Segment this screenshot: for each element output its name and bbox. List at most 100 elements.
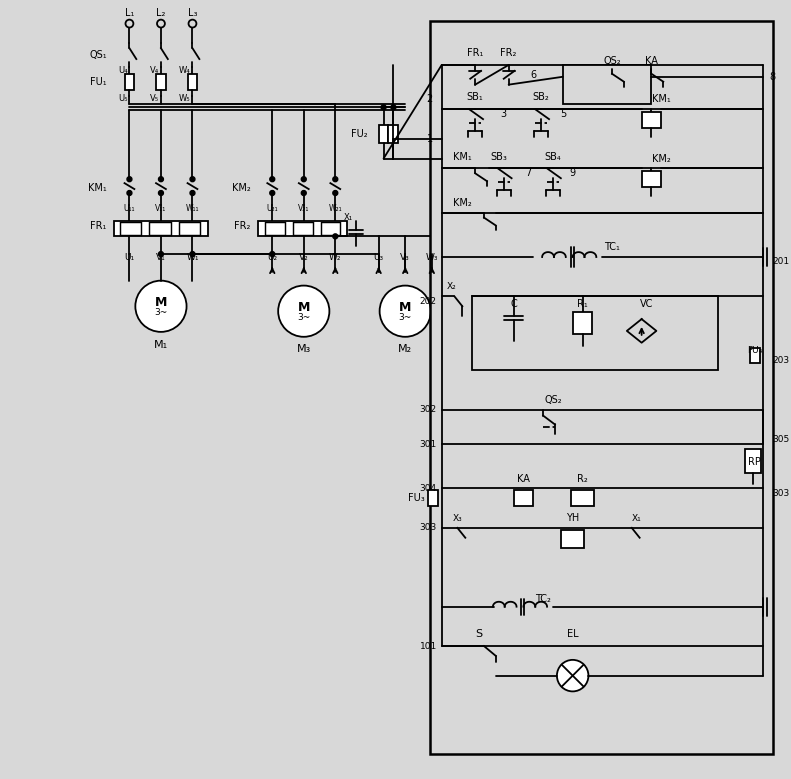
Text: R₁: R₁ [577, 299, 588, 309]
Circle shape [127, 191, 132, 196]
Text: TC₂: TC₂ [536, 594, 551, 604]
Bar [114, 220, 208, 236]
Text: M: M [297, 301, 310, 314]
Text: W₁₁: W₁₁ [186, 204, 199, 213]
Text: U₂: U₂ [267, 252, 278, 262]
Circle shape [158, 252, 164, 256]
Bar [428, 491, 437, 506]
Bar [472, 297, 718, 370]
Text: SB₁: SB₁ [467, 93, 483, 103]
Circle shape [190, 177, 195, 182]
Text: 304: 304 [419, 484, 437, 493]
Text: 3~: 3~ [399, 312, 412, 322]
Text: 6: 6 [530, 70, 536, 79]
Circle shape [557, 660, 589, 692]
Circle shape [127, 177, 132, 182]
Circle shape [380, 286, 431, 337]
Circle shape [270, 177, 274, 182]
Text: QS₂: QS₂ [544, 395, 562, 405]
Text: M₂: M₂ [398, 344, 412, 354]
Text: L₁: L₁ [125, 8, 134, 18]
Text: 1: 1 [426, 134, 433, 144]
Text: X₂: X₂ [447, 282, 456, 291]
Text: SB₃: SB₃ [490, 152, 507, 161]
Text: 305: 305 [773, 435, 790, 444]
Circle shape [301, 177, 306, 182]
Text: V₂: V₂ [299, 252, 308, 262]
Text: 303: 303 [773, 489, 790, 498]
Text: KM₁: KM₁ [652, 94, 671, 104]
Text: KA: KA [517, 474, 530, 484]
Text: FR₁: FR₁ [467, 48, 483, 58]
Text: W₂₁: W₂₁ [328, 204, 342, 213]
Circle shape [301, 191, 306, 196]
Text: M: M [399, 301, 411, 314]
Text: VC: VC [640, 299, 653, 309]
Bar [561, 530, 585, 548]
Text: S: S [475, 629, 483, 640]
Text: 203: 203 [773, 356, 789, 365]
Text: 5: 5 [560, 109, 566, 119]
Text: U₄: U₄ [118, 66, 127, 76]
Circle shape [190, 252, 195, 256]
Text: 9: 9 [570, 168, 576, 178]
Text: 2: 2 [426, 94, 433, 104]
Bar [320, 221, 340, 235]
Circle shape [333, 177, 338, 182]
Text: 302: 302 [419, 405, 437, 414]
Text: W₃: W₃ [426, 252, 438, 262]
Text: W₄: W₄ [179, 66, 191, 76]
Text: 303: 303 [419, 523, 437, 532]
Circle shape [158, 191, 164, 196]
Text: FR₁: FR₁ [90, 221, 107, 231]
Bar [388, 125, 399, 143]
Circle shape [126, 19, 134, 27]
Text: 7: 7 [525, 168, 532, 178]
Text: L₂: L₂ [157, 8, 165, 18]
Text: QS₁: QS₁ [89, 50, 107, 60]
Text: 3~: 3~ [297, 312, 310, 322]
Text: 202: 202 [420, 297, 437, 306]
Text: L₃: L₃ [187, 8, 197, 18]
Text: 301: 301 [419, 439, 437, 449]
Text: V₅: V₅ [149, 94, 159, 103]
Text: V₂₁: V₂₁ [298, 204, 309, 213]
Text: FU₂: FU₂ [351, 129, 368, 139]
Circle shape [391, 105, 396, 110]
Bar [513, 491, 533, 506]
Circle shape [270, 252, 274, 256]
Bar [430, 20, 773, 754]
Text: EL: EL [567, 629, 578, 640]
Text: M: M [155, 296, 167, 308]
Bar [149, 221, 171, 235]
Text: 201: 201 [773, 257, 789, 266]
Text: KM₂: KM₂ [232, 183, 251, 193]
Text: FU₄: FU₄ [747, 346, 763, 355]
Bar [179, 221, 200, 235]
Text: FR₂: FR₂ [234, 221, 251, 231]
Bar [156, 74, 166, 90]
Text: W₁: W₁ [186, 252, 199, 262]
Bar [750, 347, 760, 363]
Text: QS₂: QS₂ [604, 56, 621, 66]
Bar [187, 74, 198, 90]
Bar [563, 65, 652, 104]
Circle shape [333, 234, 338, 239]
Text: 8: 8 [770, 72, 776, 82]
Text: M₃: M₃ [297, 344, 311, 354]
Text: C: C [510, 299, 517, 309]
Text: V₄: V₄ [149, 66, 159, 76]
Text: V₁: V₁ [156, 252, 166, 262]
Text: R₂: R₂ [577, 474, 588, 484]
Text: KM₁: KM₁ [453, 152, 471, 161]
Text: FR₂: FR₂ [501, 48, 517, 58]
Text: FU₁: FU₁ [90, 76, 107, 86]
Text: W₂: W₂ [329, 252, 342, 262]
Text: X₃: X₃ [452, 513, 462, 523]
Text: 101: 101 [419, 642, 437, 650]
Text: KM₂: KM₂ [652, 153, 671, 164]
Circle shape [135, 280, 187, 332]
Circle shape [188, 19, 196, 27]
Text: X₁: X₁ [632, 513, 642, 523]
Text: V₃: V₃ [400, 252, 410, 262]
